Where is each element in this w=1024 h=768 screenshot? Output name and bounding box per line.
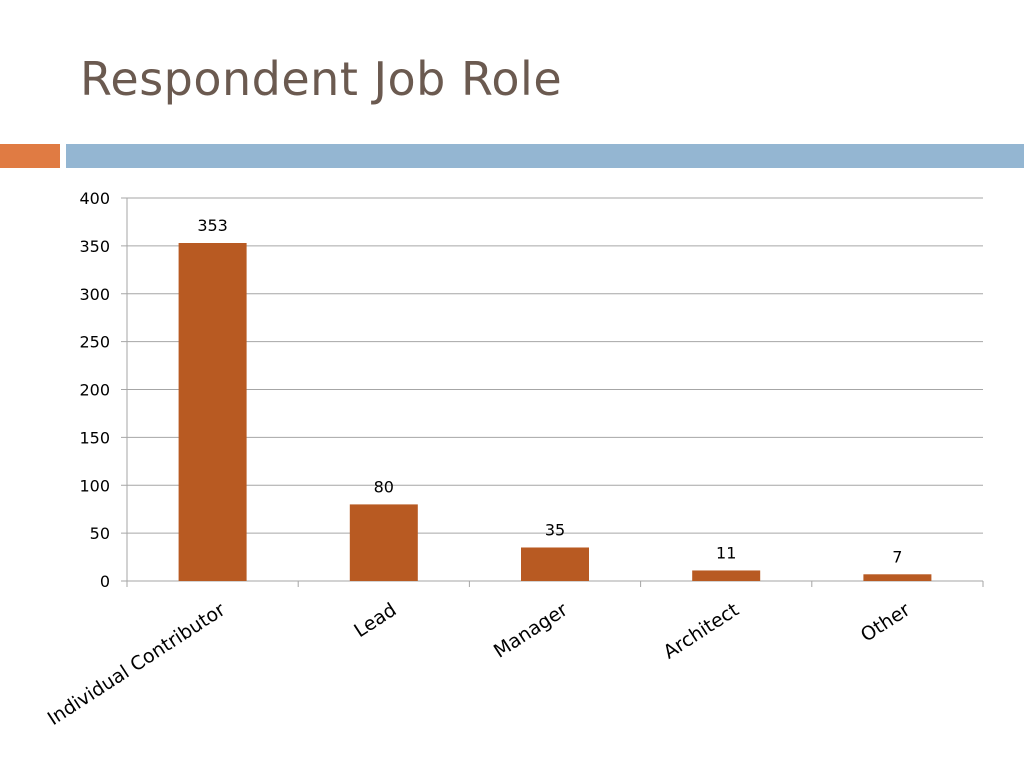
y-tick-label: 350 bbox=[79, 237, 110, 256]
x-category-label: Individual Contributor bbox=[44, 599, 230, 730]
bar-lead bbox=[349, 504, 418, 581]
y-tick-label: 300 bbox=[79, 285, 110, 304]
data-label: 11 bbox=[716, 543, 736, 562]
y-tick-label: 250 bbox=[79, 333, 110, 352]
accent-bar-blue bbox=[66, 144, 1024, 168]
y-tick-label: 200 bbox=[79, 381, 110, 400]
bar-manager bbox=[521, 547, 589, 581]
y-tick-label: 0 bbox=[100, 572, 110, 591]
bar-individual-contributor bbox=[178, 243, 247, 581]
bar-architect bbox=[692, 570, 761, 581]
x-category-label: Lead bbox=[350, 599, 400, 642]
bar-other bbox=[863, 574, 932, 581]
y-tick-label: 100 bbox=[79, 476, 110, 495]
y-tick-label: 50 bbox=[90, 524, 110, 543]
y-tick-label: 150 bbox=[79, 428, 110, 447]
slide-title: Respondent Job Role bbox=[80, 52, 563, 106]
accent-bar-orange bbox=[0, 144, 60, 168]
data-label: 7 bbox=[892, 547, 902, 566]
bars bbox=[178, 243, 932, 581]
x-category-label: Manager bbox=[490, 599, 572, 663]
data-label: 80 bbox=[374, 477, 394, 496]
x-category-label: Other bbox=[857, 599, 914, 647]
y-tick-label: 400 bbox=[79, 189, 110, 208]
x-category-label: Architect bbox=[659, 599, 742, 664]
labels: 0 50 100 150 200 250 300 350 400 353 Individual Co… bbox=[44, 189, 915, 730]
data-label: 35 bbox=[545, 520, 565, 539]
data-label: 353 bbox=[197, 216, 228, 235]
grid-lines bbox=[127, 197, 983, 534]
